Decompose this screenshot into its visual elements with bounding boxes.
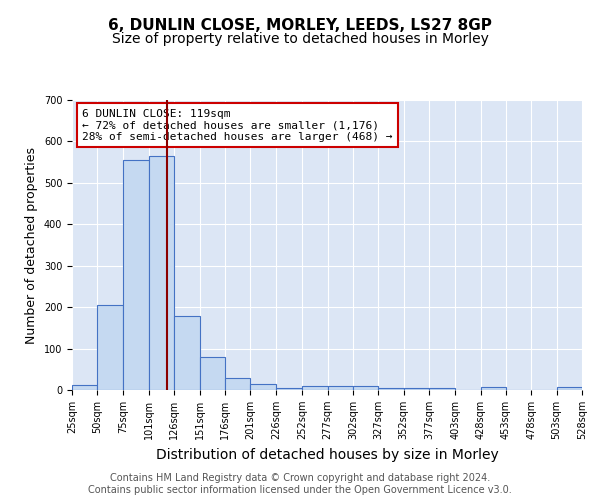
Bar <box>200 358 225 390</box>
Bar <box>378 388 404 390</box>
Bar <box>122 160 149 390</box>
Bar <box>302 386 328 390</box>
Bar <box>404 388 429 390</box>
Bar <box>72 385 97 390</box>
Text: 6, DUNLIN CLOSE, MORLEY, LEEDS, LS27 8GP: 6, DUNLIN CLOSE, MORLEY, LEEDS, LS27 8GP <box>108 18 492 32</box>
Bar <box>557 387 582 390</box>
Text: Size of property relative to detached houses in Morley: Size of property relative to detached ho… <box>112 32 488 46</box>
Bar <box>225 378 250 390</box>
Bar <box>429 388 455 390</box>
Bar <box>353 386 378 390</box>
Bar <box>175 316 200 390</box>
Bar <box>328 386 353 390</box>
Bar <box>276 388 302 390</box>
Y-axis label: Number of detached properties: Number of detached properties <box>25 146 38 344</box>
Bar <box>149 156 175 390</box>
Text: 6 DUNLIN CLOSE: 119sqm
← 72% of detached houses are smaller (1,176)
28% of semi-: 6 DUNLIN CLOSE: 119sqm ← 72% of detached… <box>82 108 392 142</box>
Bar <box>97 305 122 390</box>
X-axis label: Distribution of detached houses by size in Morley: Distribution of detached houses by size … <box>155 448 499 462</box>
Bar <box>250 384 276 390</box>
Bar <box>481 387 506 390</box>
Text: Contains HM Land Registry data © Crown copyright and database right 2024.
Contai: Contains HM Land Registry data © Crown c… <box>88 474 512 495</box>
